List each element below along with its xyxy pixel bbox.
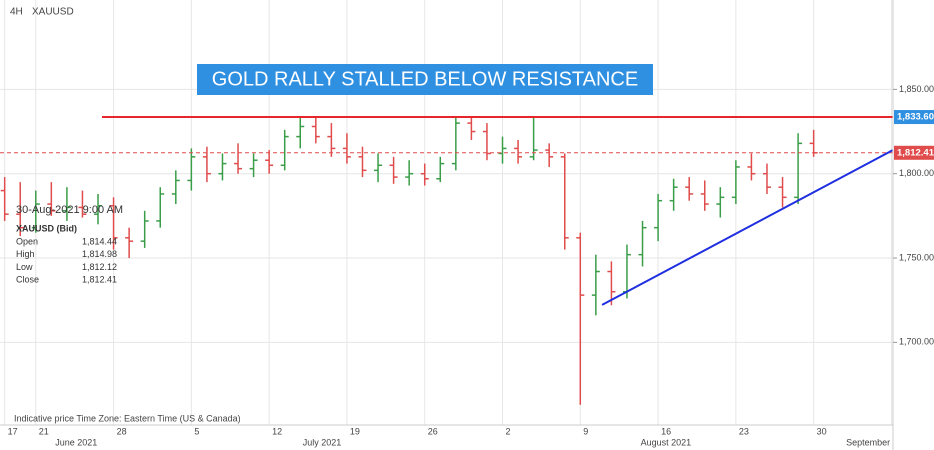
x-tick-label: 17 [8,426,18,436]
resistance-tag-label: 1,833.60 [897,112,934,123]
y-axis-panel [893,0,934,450]
x-tick-label: 23 [739,426,749,436]
info-value: 1,814.44 [82,236,117,246]
x-tick-label: 28 [117,426,127,436]
info-panel: Open 1,814.44 High 1,814.98 Low 1,812.12 Close… [16,236,117,284]
footer: Indicative price Time Zone: Eastern Time… [14,413,241,423]
info-value: 1,814.98 [82,249,117,259]
y-tick-label: 1,750.00 [899,252,934,262]
info-value: 1,812.12 [82,262,117,272]
info-label: Open [16,236,38,246]
info-value: 1,812.41 [82,274,117,284]
title-box [197,64,653,95]
month-label: August 2021 [641,437,692,447]
current-tag [894,145,934,160]
x-tick-label: 21 [39,426,49,436]
info-label: High [16,249,35,259]
current-tag-label: 1,812.41 [897,147,934,158]
y-tick-label: 1,850.00 [899,84,934,94]
trendline [601,149,894,306]
x-tick-label: 5 [194,426,199,436]
x-tick-label: 16 [661,426,671,436]
x-tick-label: 19 [350,426,360,436]
y-tick-label: 1,800.00 [899,168,934,178]
info-instrument: XAUUSD (Bid) [16,223,77,233]
info-label: Low [16,262,33,272]
month-label: July 2021 [303,437,342,447]
y-tick-label: 1,700.00 [899,337,934,347]
x-tick-label: 9 [583,426,588,436]
marks [0,116,818,405]
x-tick-label: 2 [506,426,511,436]
overlays [0,116,894,306]
x-tick-label: 12 [272,426,282,436]
resistance-tag [894,110,934,125]
info-label: Close [16,274,39,284]
info-datetime: 30-Aug-2021 9:00 AM [16,204,123,216]
x-tick-label: 30 [817,426,827,436]
timeframe: 4H [10,7,23,18]
month-label: September [846,437,890,447]
x-tick-label: 26 [428,426,438,436]
symbol: XAUUSD [32,7,74,18]
month-label: June 2021 [55,437,97,447]
chart-title: GOLD RALLY STALLED BELOW RESISTANCE [212,68,638,90]
